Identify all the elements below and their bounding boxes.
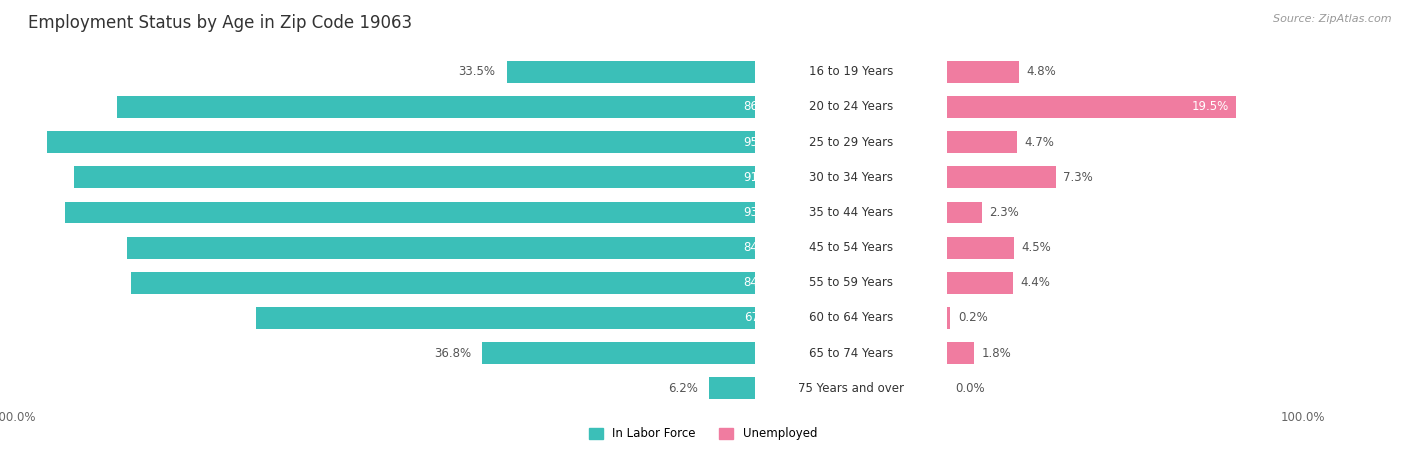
Bar [755, 336, 1406, 371]
Bar [0, 89, 755, 124]
Text: 45 to 54 Years: 45 to 54 Years [808, 241, 893, 254]
Bar [755, 300, 1406, 336]
Bar [948, 307, 950, 329]
Text: 86.1%: 86.1% [744, 101, 780, 113]
Text: 20 to 24 Years: 20 to 24 Years [808, 101, 893, 113]
Bar [75, 166, 755, 188]
Text: 93.1%: 93.1% [744, 206, 780, 219]
Bar [0, 195, 948, 230]
Bar [117, 96, 755, 118]
Bar [0, 160, 948, 195]
Bar [755, 124, 1406, 160]
Bar [0, 124, 755, 160]
Text: 0.0%: 0.0% [955, 382, 984, 395]
Text: 19.5%: 19.5% [1192, 101, 1229, 113]
Text: 4.7%: 4.7% [1025, 136, 1054, 148]
Text: 84.8%: 84.8% [744, 241, 780, 254]
Text: 4.5%: 4.5% [1022, 241, 1052, 254]
Bar [127, 237, 755, 258]
Legend: In Labor Force, Unemployed: In Labor Force, Unemployed [583, 423, 823, 445]
Bar [755, 89, 1406, 124]
Bar [0, 300, 755, 336]
Bar [256, 307, 755, 329]
Text: 7.3%: 7.3% [1063, 171, 1092, 184]
Bar [482, 342, 755, 364]
Text: 33.5%: 33.5% [458, 65, 495, 78]
Text: 4.8%: 4.8% [1026, 65, 1056, 78]
Bar [709, 377, 755, 399]
Text: 2.3%: 2.3% [988, 206, 1019, 219]
Bar [948, 61, 1018, 83]
Text: 6.2%: 6.2% [668, 382, 697, 395]
Text: 55 to 59 Years: 55 to 59 Years [810, 276, 893, 289]
Bar [0, 195, 755, 230]
Bar [0, 265, 755, 300]
Bar [948, 237, 1014, 258]
Bar [46, 131, 755, 153]
Text: 30 to 34 Years: 30 to 34 Years [810, 171, 893, 184]
Text: 1.8%: 1.8% [981, 347, 1011, 359]
Bar [755, 371, 1406, 406]
Bar [0, 371, 755, 406]
Text: 36.8%: 36.8% [434, 347, 471, 359]
Text: 65 to 74 Years: 65 to 74 Years [808, 347, 893, 359]
Bar [506, 61, 755, 83]
Bar [755, 195, 1406, 230]
Text: 4.4%: 4.4% [1021, 276, 1050, 289]
Text: 0.2%: 0.2% [957, 312, 987, 324]
Text: 95.6%: 95.6% [744, 136, 780, 148]
Bar [755, 230, 1406, 265]
Text: 25 to 29 Years: 25 to 29 Years [808, 136, 893, 148]
Bar [948, 202, 981, 223]
Text: 35 to 44 Years: 35 to 44 Years [808, 206, 893, 219]
Bar [65, 202, 755, 223]
Bar [0, 230, 755, 265]
Bar [0, 336, 948, 371]
Text: 16 to 19 Years: 16 to 19 Years [808, 65, 893, 78]
Bar [948, 96, 1236, 118]
Bar [948, 166, 1056, 188]
Text: Source: ZipAtlas.com: Source: ZipAtlas.com [1274, 14, 1392, 23]
Text: Employment Status by Age in Zip Code 19063: Employment Status by Age in Zip Code 190… [28, 14, 412, 32]
Bar [0, 265, 948, 300]
Text: 91.9%: 91.9% [744, 171, 782, 184]
Bar [0, 300, 948, 336]
Text: 60 to 64 Years: 60 to 64 Years [808, 312, 893, 324]
Bar [0, 89, 948, 124]
Bar [0, 230, 948, 265]
Text: 84.2%: 84.2% [744, 276, 780, 289]
Bar [0, 54, 755, 89]
Bar [755, 265, 1406, 300]
Bar [0, 124, 948, 160]
Bar [0, 54, 948, 89]
Bar [948, 131, 1017, 153]
Bar [948, 342, 974, 364]
Text: 67.3%: 67.3% [744, 312, 780, 324]
Bar [755, 160, 1406, 195]
Bar [755, 54, 1406, 89]
Bar [0, 371, 948, 406]
Bar [131, 272, 755, 294]
Text: 75 Years and over: 75 Years and over [799, 382, 904, 395]
Bar [948, 272, 1012, 294]
Bar [0, 160, 755, 195]
Bar [0, 336, 755, 371]
